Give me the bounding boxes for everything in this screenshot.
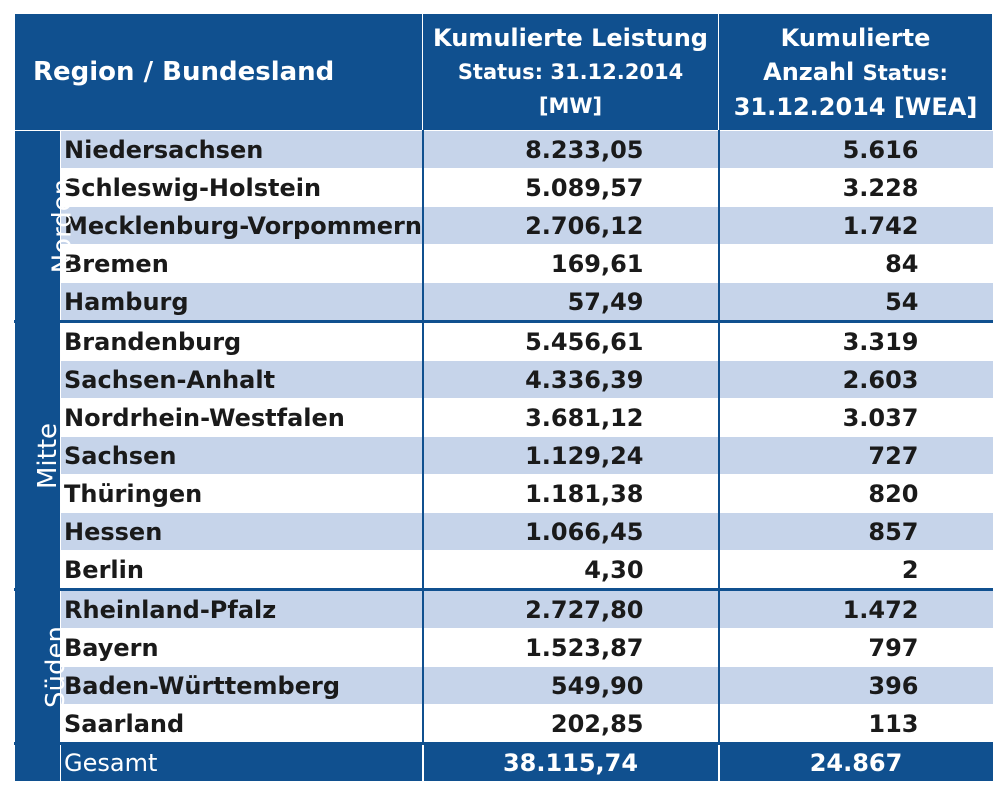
total-label: Gesamt [59, 742, 423, 782]
table-row: Thüringen 1.181,38 820 [15, 474, 993, 513]
table-row: Bayern 1.523,87 797 [15, 628, 993, 667]
turbine-count: 396 [717, 666, 993, 705]
capacity-mw: 1.181,38 [421, 474, 719, 513]
region-label-text: Norden [47, 178, 78, 273]
state-name: Bayern [59, 628, 423, 667]
header-count-line2a: Anzahl [763, 57, 855, 86]
state-name: Bremen [59, 244, 423, 283]
capacity-mw: 4.336,39 [421, 360, 719, 399]
region-label-2: Süden [14, 588, 71, 744]
state-name: Berlin [59, 550, 423, 590]
turbine-count: 5.616 [717, 130, 993, 169]
region-label-0: Norden [14, 130, 77, 322]
turbine-count: 2.603 [717, 360, 993, 399]
table-row: Süden Rheinland-Pfalz 2.727,80 1.472 [14, 588, 993, 744]
header-count-line3: 31.12.2014 [WEA] [733, 92, 978, 121]
table-row: Hessen 1.066,45 857 [15, 512, 993, 551]
turbine-count: 1.472 [717, 588, 993, 629]
state-name: Hamburg [59, 282, 423, 322]
total-region-cell [14, 742, 61, 782]
capacity-mw: 169,61 [421, 244, 719, 283]
turbine-count: 54 [717, 282, 993, 322]
state-name: Baden-Württemberg [59, 666, 423, 705]
table-row: Norden Niedersachsen 8.233,05 5.616 [14, 130, 993, 322]
table-row: Sachsen 1.129,24 727 [15, 436, 993, 475]
capacity-mw: 2.706,12 [421, 206, 719, 245]
turbine-count: 3.228 [717, 168, 993, 207]
state-name: Saarland [59, 704, 423, 744]
region-label-1: Mitte [14, 320, 64, 590]
capacity-mw: 4,30 [421, 550, 719, 590]
state-name: Sachsen [59, 436, 423, 475]
state-name: Rheinland-Pfalz [59, 588, 423, 629]
region-label-text: Süden [40, 625, 71, 708]
state-name: Niedersachsen [59, 130, 423, 169]
capacity-mw: 5.089,57 [421, 168, 719, 207]
table-body: Norden Niedersachsen 8.233,05 5.616 Schleswi… [14, 130, 993, 782]
header-capacity: Kumulierte Leistung Status: 31.12.2014 [… [422, 13, 720, 131]
total-row: Gesamt 38.115,74 24.867 [14, 742, 993, 782]
wind-capacity-table-container: Region / Bundesland Kumulierte Leistung … [13, 13, 994, 782]
capacity-mw: 3.681,12 [421, 398, 719, 437]
turbine-count: 3.319 [717, 320, 993, 361]
state-name: Thüringen [59, 474, 423, 513]
wind-capacity-table: Region / Bundesland Kumulierte Leistung … [13, 13, 994, 782]
table-row: Berlin 4,30 2 [15, 550, 993, 590]
state-name: Brandenburg [59, 320, 423, 361]
table-row: Sachsen-Anhalt 4.336,39 2.603 [15, 360, 993, 399]
total-turbine-count: 24.867 [717, 742, 993, 782]
turbine-count: 797 [717, 628, 993, 667]
header-row: Region / Bundesland Kumulierte Leistung … [13, 13, 994, 131]
table-row: Bremen 169,61 84 [15, 244, 993, 283]
turbine-count: 727 [717, 436, 993, 475]
header-region: Region / Bundesland [13, 13, 424, 131]
capacity-mw: 5.456,61 [421, 320, 719, 361]
state-name: Mecklenburg-Vorpommern [59, 206, 423, 245]
turbine-count: 113 [717, 704, 993, 744]
capacity-mw: 1.066,45 [421, 512, 719, 551]
region-label-text: Mitte [33, 422, 64, 489]
table-row: Nordrhein-Westfalen 3.681,12 3.037 [15, 398, 993, 437]
capacity-mw: 8.233,05 [421, 130, 719, 169]
turbine-count: 2 [717, 550, 993, 590]
turbine-count: 84 [717, 244, 993, 283]
table-row: Baden-Württemberg 549,90 396 [15, 666, 993, 705]
capacity-mw: 202,85 [421, 704, 719, 744]
turbine-count: 1.742 [717, 206, 993, 245]
state-name: Sachsen-Anhalt [59, 360, 423, 399]
header-count: Kumulierte Anzahl Status: 31.12.2014 [WE… [718, 13, 994, 131]
header-capacity-line2: Status: 31.12.2014 [457, 60, 684, 84]
table-row: Mecklenburg-Vorpommern 2.706,12 1.742 [15, 206, 993, 245]
header-capacity-line3: [MW] [538, 94, 603, 118]
table-row: Mitte Brandenburg 5.456,61 3.319 [14, 320, 993, 590]
capacity-mw: 1.523,87 [421, 628, 719, 667]
turbine-count: 3.037 [717, 398, 993, 437]
capacity-mw: 2.727,80 [421, 588, 719, 629]
table-row: Hamburg 57,49 54 [15, 282, 993, 322]
state-name: Nordrhein-Westfalen [59, 398, 423, 437]
capacity-mw: 1.129,24 [421, 436, 719, 475]
table-row: Schleswig-Holstein 5.089,57 3.228 [15, 168, 993, 207]
header-count-line1: Kumulierte [780, 23, 931, 52]
state-name: Hessen [59, 512, 423, 551]
header-count-line2: Anzahl Status: [719, 55, 992, 90]
table-row: Saarland 202,85 113 [15, 704, 993, 744]
capacity-mw: 549,90 [421, 666, 719, 705]
state-name: Schleswig-Holstein [59, 168, 423, 207]
turbine-count: 820 [717, 474, 993, 513]
header-capacity-line1: Kumulierte Leistung [433, 24, 708, 52]
header-count-line2b: Status: [862, 60, 948, 85]
total-capacity-mw: 38.115,74 [421, 742, 719, 782]
turbine-count: 857 [717, 512, 993, 551]
capacity-mw: 57,49 [421, 282, 719, 322]
